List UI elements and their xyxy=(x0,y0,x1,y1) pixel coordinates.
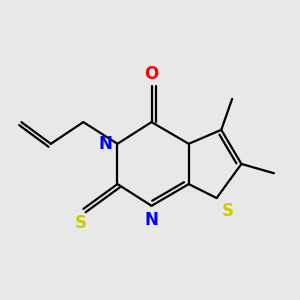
Text: S: S xyxy=(74,214,86,232)
Text: O: O xyxy=(144,65,159,83)
Text: N: N xyxy=(145,212,158,230)
Text: S: S xyxy=(222,202,234,220)
Text: N: N xyxy=(99,135,113,153)
